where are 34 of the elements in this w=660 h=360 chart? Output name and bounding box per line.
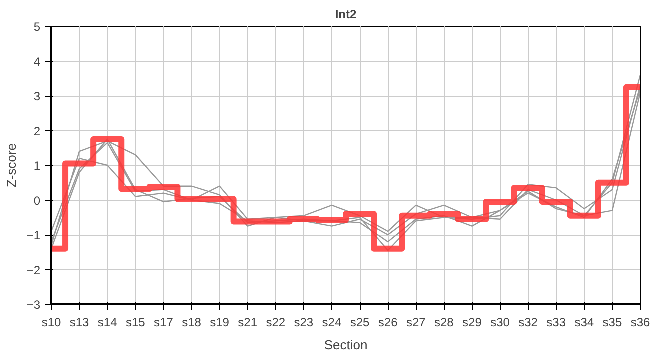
x-tick-label: s14 bbox=[98, 316, 118, 330]
x-tick-label: s15 bbox=[126, 316, 146, 330]
x-tick-label: s36 bbox=[630, 316, 650, 330]
x-tick-label: s25 bbox=[350, 316, 370, 330]
x-tick-label: s30 bbox=[490, 316, 510, 330]
x-axis-title: Section bbox=[324, 338, 368, 352]
y-tick-label: 3 bbox=[34, 90, 41, 104]
y-tick-label: 2 bbox=[34, 124, 41, 138]
y-tick-label: 4 bbox=[34, 54, 41, 69]
x-tick-label: s23 bbox=[294, 316, 314, 330]
y-tick-label: −2 bbox=[26, 263, 41, 278]
x-tick-label: s24 bbox=[322, 316, 342, 330]
x-tick-label: s33 bbox=[546, 316, 566, 330]
x-tick-label: s27 bbox=[406, 316, 426, 330]
y-tick-label: 1 bbox=[34, 159, 41, 173]
x-tick-label: s10 bbox=[42, 316, 62, 330]
x-tick-label: s17 bbox=[154, 316, 174, 330]
x-tick-label: s28 bbox=[434, 316, 454, 330]
x-tick-label: s18 bbox=[182, 316, 202, 330]
y-tick-label: 5 bbox=[34, 20, 41, 34]
x-tick-label: s22 bbox=[266, 316, 286, 330]
x-tick-label: s35 bbox=[602, 316, 622, 330]
y-axis-title: Z-score bbox=[4, 143, 19, 188]
x-tick-label: s19 bbox=[210, 316, 230, 330]
chart-title: Int2 bbox=[335, 8, 357, 22]
y-tick-label: 0 bbox=[34, 194, 41, 208]
x-tick-label: s13 bbox=[70, 316, 90, 330]
x-tick-label: s26 bbox=[378, 316, 398, 330]
x-tick-label: s29 bbox=[462, 316, 482, 330]
x-tick-label: s34 bbox=[574, 316, 594, 330]
y-tick-label: −3 bbox=[26, 298, 41, 312]
x-tick-label: s21 bbox=[238, 316, 258, 330]
x-tick-label: s32 bbox=[518, 316, 538, 330]
y-tick-label: −1 bbox=[26, 228, 41, 242]
